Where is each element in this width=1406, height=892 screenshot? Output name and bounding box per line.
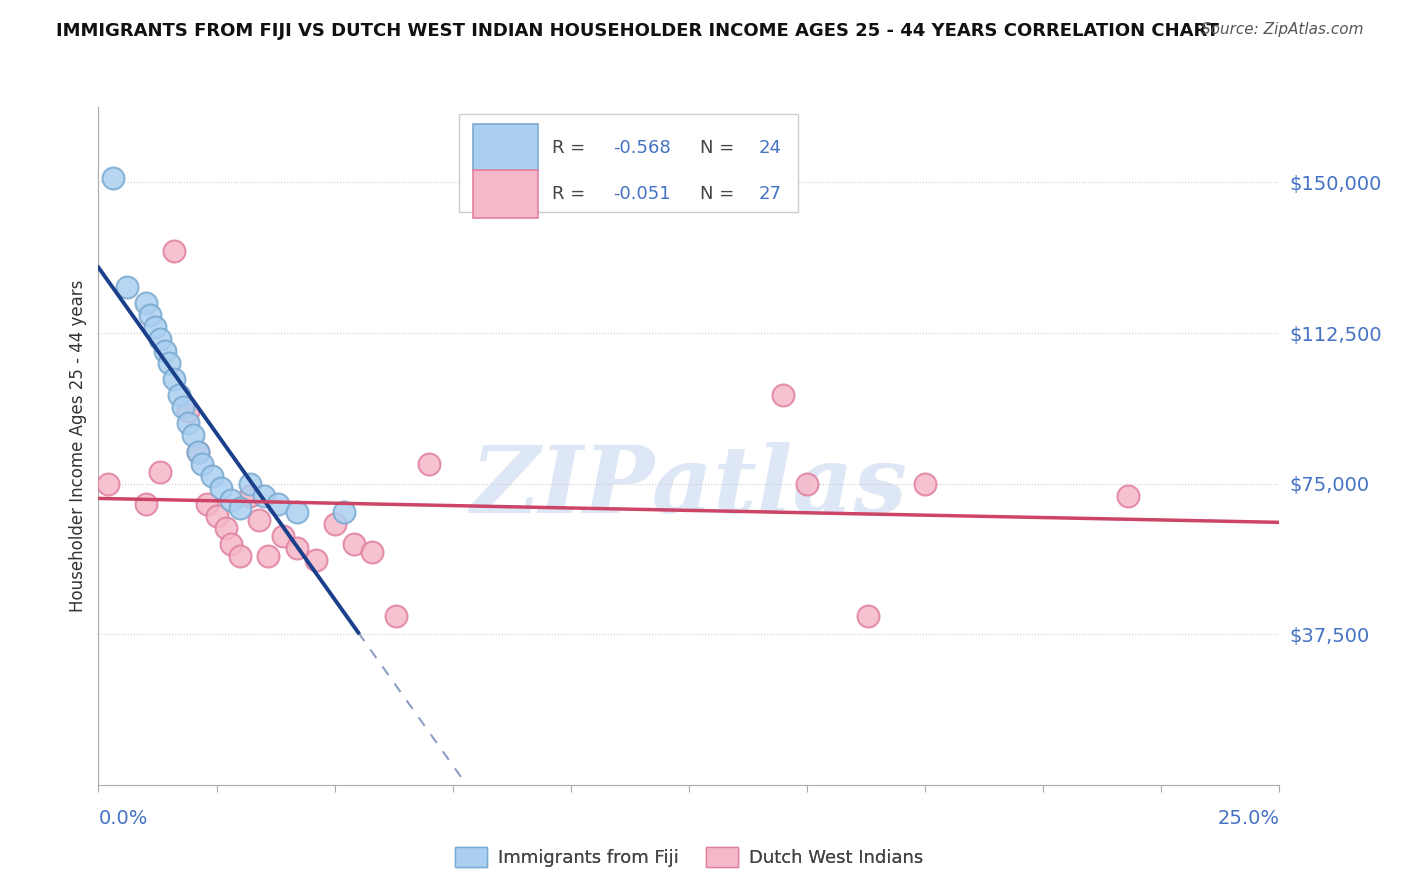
Point bbox=[149, 332, 172, 346]
Point bbox=[858, 609, 880, 624]
Point bbox=[1116, 489, 1139, 503]
Point bbox=[195, 497, 218, 511]
Point bbox=[205, 508, 228, 523]
Point bbox=[796, 476, 818, 491]
Point bbox=[215, 521, 238, 535]
Text: 24: 24 bbox=[759, 139, 782, 157]
Point bbox=[187, 444, 209, 458]
Text: -0.051: -0.051 bbox=[613, 185, 671, 202]
Point bbox=[342, 537, 364, 551]
Text: Source: ZipAtlas.com: Source: ZipAtlas.com bbox=[1201, 22, 1364, 37]
Point bbox=[285, 541, 308, 555]
Point bbox=[143, 320, 166, 334]
Point bbox=[149, 465, 172, 479]
Point bbox=[101, 171, 124, 186]
Point bbox=[247, 513, 270, 527]
Point bbox=[172, 401, 194, 415]
FancyBboxPatch shape bbox=[472, 124, 537, 171]
Point bbox=[163, 244, 186, 258]
Y-axis label: Householder Income Ages 25 - 44 years: Householder Income Ages 25 - 44 years bbox=[69, 280, 87, 612]
Text: 25.0%: 25.0% bbox=[1218, 809, 1279, 828]
Point bbox=[135, 296, 157, 310]
Point bbox=[239, 476, 262, 491]
Point bbox=[253, 489, 276, 503]
Point bbox=[271, 529, 294, 543]
Point bbox=[229, 500, 252, 515]
Point bbox=[157, 356, 180, 370]
FancyBboxPatch shape bbox=[472, 170, 537, 218]
Point bbox=[257, 549, 280, 563]
Point bbox=[177, 404, 200, 418]
Point bbox=[285, 505, 308, 519]
Point bbox=[177, 417, 200, 431]
Point bbox=[418, 457, 440, 471]
Point bbox=[914, 476, 936, 491]
Point bbox=[153, 344, 176, 359]
Point bbox=[115, 280, 138, 294]
Text: 0.0%: 0.0% bbox=[98, 809, 148, 828]
Point bbox=[323, 516, 346, 531]
Point bbox=[187, 444, 209, 458]
Text: ZIPatlas: ZIPatlas bbox=[471, 442, 907, 532]
Point bbox=[201, 468, 224, 483]
Text: -0.568: -0.568 bbox=[613, 139, 671, 157]
Point bbox=[229, 549, 252, 563]
Text: N =: N = bbox=[700, 139, 740, 157]
Point bbox=[219, 492, 242, 507]
Point bbox=[97, 476, 120, 491]
Point bbox=[139, 308, 162, 322]
Point bbox=[361, 545, 384, 559]
Point bbox=[167, 388, 190, 402]
Text: R =: R = bbox=[553, 139, 591, 157]
Point bbox=[219, 537, 242, 551]
Text: IMMIGRANTS FROM FIJI VS DUTCH WEST INDIAN HOUSEHOLDER INCOME AGES 25 - 44 YEARS : IMMIGRANTS FROM FIJI VS DUTCH WEST INDIA… bbox=[56, 22, 1219, 40]
Legend: Immigrants from Fiji, Dutch West Indians: Immigrants from Fiji, Dutch West Indians bbox=[447, 840, 931, 874]
Point bbox=[239, 489, 262, 503]
FancyBboxPatch shape bbox=[458, 114, 797, 212]
Point bbox=[135, 497, 157, 511]
Point bbox=[385, 609, 408, 624]
Point bbox=[333, 505, 356, 519]
Point bbox=[305, 553, 328, 567]
Point bbox=[181, 428, 204, 442]
Point bbox=[209, 481, 232, 495]
Text: N =: N = bbox=[700, 185, 740, 202]
Point bbox=[163, 372, 186, 386]
Text: R =: R = bbox=[553, 185, 591, 202]
Point bbox=[772, 388, 794, 402]
Point bbox=[191, 457, 214, 471]
Text: 27: 27 bbox=[759, 185, 782, 202]
Point bbox=[267, 497, 290, 511]
